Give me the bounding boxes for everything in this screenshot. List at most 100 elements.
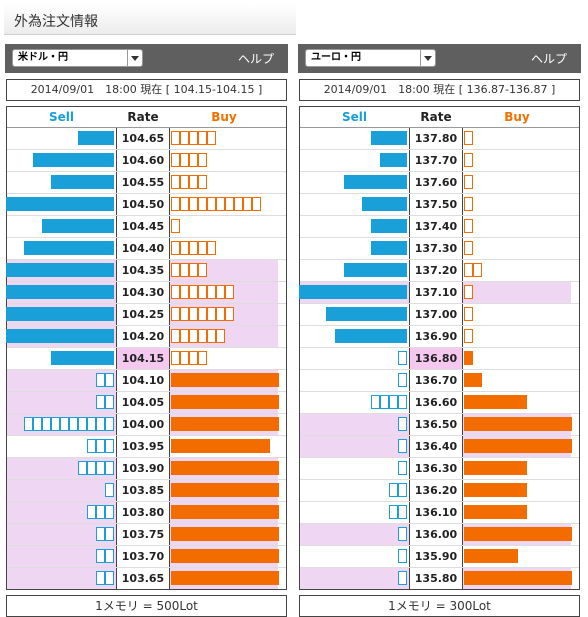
rate-label: 135.80 (410, 568, 463, 589)
sell-bar (300, 128, 410, 149)
sell-cell (371, 263, 380, 277)
chevron-down-icon[interactable] (420, 50, 435, 66)
currency-pair-select[interactable]: ユーロ・円 (305, 49, 436, 67)
sell-cell (105, 131, 114, 145)
sell-cell (33, 263, 42, 277)
sell-cell (69, 241, 78, 255)
sell-cell (87, 285, 96, 299)
panel-usd-jpy: 米ドル・円 ヘルプ 2014/09/01 18:00 現在 [ 104.15-1… (5, 44, 288, 617)
grid-row: 104.15 (7, 348, 286, 370)
help-link[interactable]: ヘルプ (237, 52, 274, 66)
sell-cell (33, 197, 42, 211)
sell-cell (51, 417, 60, 431)
buy-cell (252, 373, 261, 387)
buy-cell (207, 395, 216, 409)
buy-cell (225, 461, 234, 475)
buy-cell (482, 505, 491, 519)
buy-cell (491, 395, 500, 409)
buy-cell (198, 461, 207, 475)
sell-cell (69, 285, 78, 299)
sell-bar (7, 348, 117, 369)
grid-row: 136.40 (300, 436, 579, 458)
buy-cell (243, 527, 252, 541)
buy-cell (554, 527, 563, 541)
sell-cell (96, 505, 105, 519)
sell-cell (105, 329, 114, 343)
sell-bar (300, 194, 410, 215)
sell-cell (398, 395, 407, 409)
sell-cell (60, 307, 69, 321)
rate-label: 137.00 (410, 304, 463, 325)
buy-bar (170, 414, 279, 435)
buy-cell (207, 131, 216, 145)
sell-cell (24, 241, 33, 255)
sell-cell (96, 351, 105, 365)
sell-cell (69, 219, 78, 233)
buy-cell (482, 417, 491, 431)
buy-cell (234, 197, 243, 211)
buy-bar (170, 458, 279, 479)
sell-cell (96, 417, 105, 431)
buy-cell (491, 439, 500, 453)
buy-cell (225, 395, 234, 409)
sell-bar (300, 392, 410, 413)
sell-cell (389, 307, 398, 321)
buy-cell (491, 549, 500, 563)
sell-cell (380, 395, 389, 409)
sell-cell (398, 417, 407, 431)
sell-cell (60, 241, 69, 255)
sell-cell (69, 175, 78, 189)
sell-cell (371, 175, 380, 189)
sell-cell (105, 505, 114, 519)
buy-bar (170, 282, 278, 303)
sell-cell (398, 131, 407, 145)
buy-cell (270, 483, 279, 497)
sell-cell (96, 263, 105, 277)
buy-cell (464, 175, 473, 189)
buy-bar (463, 546, 571, 567)
sell-cell (15, 307, 24, 321)
buy-bar (170, 128, 278, 149)
buy-cell (225, 549, 234, 563)
sell-cell (33, 329, 42, 343)
currency-pair-select[interactable]: 米ドル・円 (12, 49, 143, 67)
sell-cell (353, 307, 362, 321)
sell-cell (398, 439, 407, 453)
grid-row: 104.00 (7, 414, 286, 436)
sell-cell (389, 263, 398, 277)
sell-bar (300, 546, 410, 567)
sell-cell (371, 329, 380, 343)
sell-bar (7, 436, 117, 457)
buy-cell (518, 571, 527, 585)
sell-cell (15, 329, 24, 343)
buy-bar (463, 524, 572, 545)
sell-cell (380, 219, 389, 233)
sell-cell (96, 219, 105, 233)
buy-cell (216, 439, 225, 453)
sell-bar (7, 568, 117, 589)
buy-cell (234, 483, 243, 497)
buy-cell (234, 505, 243, 519)
buy-cell (527, 439, 536, 453)
rate-label: 136.70 (410, 370, 463, 391)
panel-eur-jpy: ユーロ・円 ヘルプ 2014/09/01 18:00 現在 [ 136.87-1… (298, 44, 581, 617)
buy-cell (189, 527, 198, 541)
help-link[interactable]: ヘルプ (530, 52, 567, 66)
rate-label: 104.45 (117, 216, 170, 237)
buy-cell (198, 197, 207, 211)
sell-cell (335, 285, 344, 299)
sell-cell (78, 241, 87, 255)
sell-cell (42, 329, 51, 343)
buy-cell (234, 461, 243, 475)
chevron-down-icon[interactable] (127, 50, 142, 66)
buy-cell (482, 527, 491, 541)
buy-cell (243, 461, 252, 475)
buy-cell (198, 549, 207, 563)
rate-label: 136.40 (410, 436, 463, 457)
grid-row: 104.10 (7, 370, 286, 392)
buy-cell (554, 417, 563, 431)
sell-cell (105, 175, 114, 189)
sell-cell (78, 263, 87, 277)
buy-cell (225, 417, 234, 431)
rate-label: 104.30 (117, 282, 170, 303)
